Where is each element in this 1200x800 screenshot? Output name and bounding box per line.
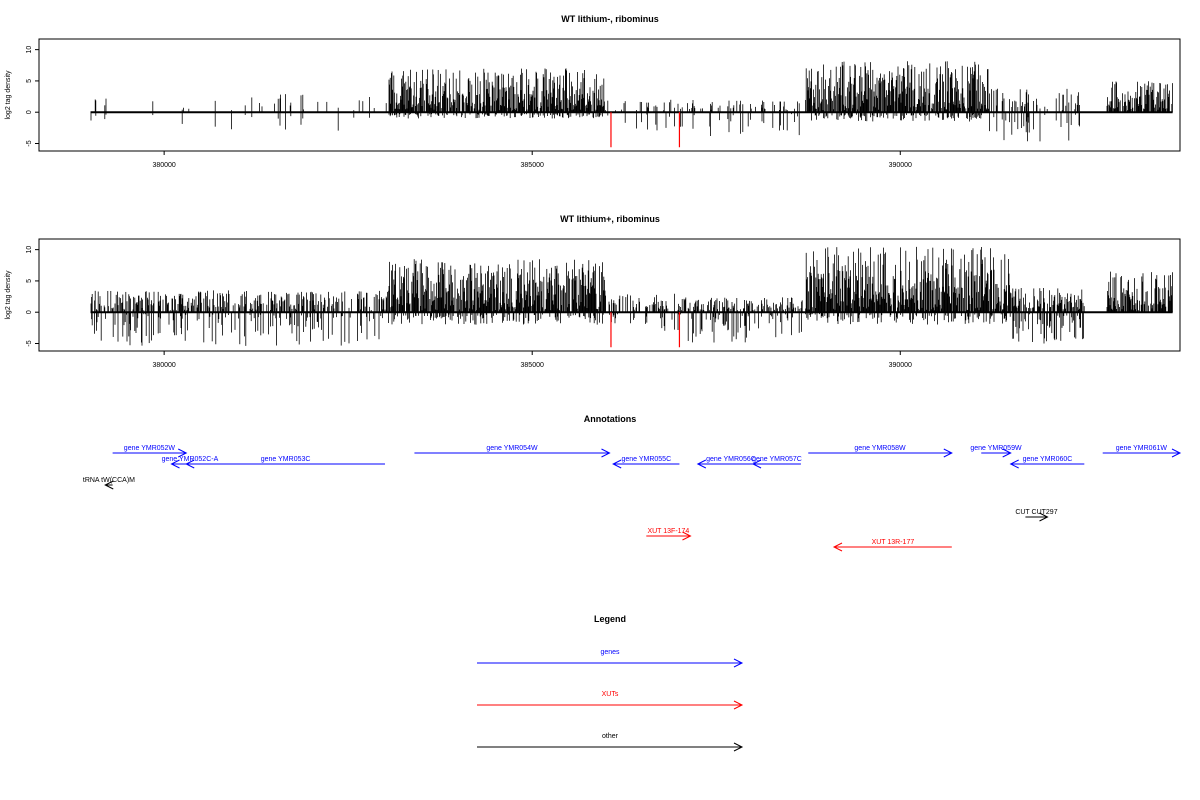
feature-label: gene YMR056C xyxy=(706,456,756,463)
x-axis: 380000 385000 390000 xyxy=(152,151,912,169)
legend-entries: genes XUTs other xyxy=(477,649,744,752)
feature-label: XUT 13F-174 xyxy=(647,528,689,535)
legend-entry: other xyxy=(477,733,744,752)
y-tick-label: 0 xyxy=(26,110,33,114)
arrow-head-icon xyxy=(696,459,707,469)
annotation-feature: gene YMR061W xyxy=(1102,445,1182,458)
feature-label: gene YMR055C xyxy=(621,456,671,463)
legend-entry: XUTs xyxy=(477,691,744,710)
y-tick-label: -5 xyxy=(26,140,33,146)
feature-label: XUT 13R-177 xyxy=(872,539,915,546)
y-axis-label: log2 tag density xyxy=(5,70,12,120)
feature-label: tRNA tW(CCA)M xyxy=(83,477,135,484)
y-tick-label: 10 xyxy=(26,46,33,54)
legend-label: XUTs xyxy=(602,691,619,698)
arrow-head-icon xyxy=(185,459,195,469)
arrow-head-icon xyxy=(612,459,622,469)
arrow-head-icon xyxy=(601,448,611,458)
feature-label: gene YMR053C xyxy=(261,456,311,463)
arrow-head-icon xyxy=(943,448,953,458)
annotation-feature: gene YMR054W xyxy=(414,445,611,458)
y-axis: -5 0 5 10 xyxy=(26,246,40,347)
annotations-title: Annotations xyxy=(584,414,637,424)
arrow-head-icon xyxy=(1039,512,1049,522)
coverage-bars xyxy=(90,246,1173,346)
panel-title: WT lithium+, ribominus xyxy=(560,214,660,224)
coverage-panel-lithium-plus: WT lithium+, ribominus log2 tag density … xyxy=(5,214,1181,369)
feature-label: gene YMR059W xyxy=(970,445,1022,452)
legend-title: Legend xyxy=(594,614,626,624)
plot-frame xyxy=(38,38,1181,152)
coverage-panel-lithium-minus: WT lithium-, ribominus log2 tag density … xyxy=(5,14,1181,169)
arrow-head-icon xyxy=(104,480,114,490)
arrow-head-icon xyxy=(733,658,744,668)
legend-label: other xyxy=(602,733,619,740)
panel-title: WT lithium-, ribominus xyxy=(561,14,659,24)
legend-label: genes xyxy=(600,649,620,656)
annotation-feature: gene YMR060C xyxy=(1009,456,1085,469)
annotation-feature: gene YMR055C xyxy=(612,456,680,469)
x-tick-label: 380000 xyxy=(152,162,175,169)
annotation-feature: gene YMR059W xyxy=(970,445,1022,458)
annotation-feature: gene YMR052W xyxy=(112,445,188,458)
highlight-markers xyxy=(610,312,681,348)
arrow-head-icon xyxy=(170,459,180,469)
feature-label: gene YMR052C-A xyxy=(162,456,219,463)
feature-label: gene YMR060C xyxy=(1023,456,1073,463)
highlight-markers xyxy=(610,112,681,148)
x-tick-label: 390000 xyxy=(889,362,912,369)
annotation-feature: gene YMR053C xyxy=(185,456,385,469)
y-tick-label: -5 xyxy=(26,340,33,346)
arrow-head-icon xyxy=(751,459,762,469)
annotation-feature: CUT CUT297 xyxy=(1015,509,1058,522)
arrow-head-icon xyxy=(1009,459,1019,469)
arrow-head-icon xyxy=(733,700,744,710)
annotation-feature: gene YMR057C xyxy=(751,456,802,469)
legend-entry: genes xyxy=(477,649,744,668)
annotation-feature: XUT 13R-177 xyxy=(832,539,952,552)
x-axis: 380000 385000 390000 xyxy=(152,351,912,369)
y-tick-label: 5 xyxy=(26,79,33,83)
arrow-head-icon xyxy=(832,542,843,552)
arrow-head-icon xyxy=(178,448,188,458)
arrow-head-icon xyxy=(733,742,744,752)
x-tick-label: 390000 xyxy=(889,162,912,169)
x-tick-label: 380000 xyxy=(152,362,175,369)
arrow-head-icon xyxy=(1002,448,1012,458)
y-tick-label: 0 xyxy=(26,310,33,314)
annotation-features: gene YMR052W gene YMR052C-A gene YMR053C ge… xyxy=(83,445,1182,552)
y-tick-label: 10 xyxy=(26,246,33,254)
arrow-head-icon xyxy=(1171,448,1182,458)
coverage-bars xyxy=(90,61,1173,142)
feature-label: gene YMR052W xyxy=(124,445,176,452)
x-tick-label: 385000 xyxy=(521,362,544,369)
feature-label: gene YMR054W xyxy=(486,445,538,452)
annotation-feature: tRNA tW(CCA)M xyxy=(83,477,135,490)
annotation-feature: XUT 13F-174 xyxy=(646,528,692,541)
feature-label: gene YMR061W xyxy=(1116,445,1168,452)
y-tick-label: 5 xyxy=(26,279,33,283)
y-axis: -5 0 5 10 xyxy=(26,46,40,147)
feature-label: gene YMR058W xyxy=(854,445,906,452)
y-axis-label: log2 tag density xyxy=(5,270,12,320)
feature-label: gene YMR057C xyxy=(752,456,802,463)
feature-label: CUT CUT297 xyxy=(1015,509,1057,516)
annotation-feature: gene YMR058W xyxy=(808,445,953,458)
arrow-head-icon xyxy=(682,531,692,541)
legend: Legend genes XUTs other xyxy=(477,614,744,752)
x-tick-label: 385000 xyxy=(521,162,544,169)
